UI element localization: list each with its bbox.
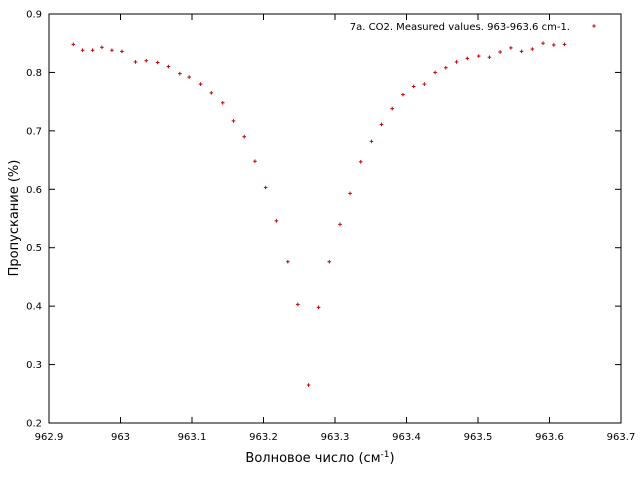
x-tick-label: 963 (111, 432, 130, 443)
data-point (187, 75, 191, 79)
data-point (562, 42, 567, 47)
x-tick-label: 963.1 (178, 432, 207, 443)
y-tick-label: 0.9 (26, 10, 42, 21)
data-point (465, 56, 470, 61)
data-point (476, 54, 481, 58)
data-point (487, 55, 492, 60)
data-point (348, 191, 352, 196)
x-tick-label: 963.2 (249, 432, 278, 443)
data-point (411, 84, 416, 89)
axis-ticks (48, 13, 622, 424)
legend: 7a. CO2. Measured values. 963-963.6 cm-1… (350, 22, 596, 33)
y-tick-label: 0.4 (26, 302, 42, 313)
data-point (166, 64, 171, 69)
data-point (379, 122, 384, 127)
data-point (358, 160, 363, 164)
axis-tick-labels: 962.9 963 963.1 963.2 963.3 963.4 963.5 963.6 96… (26, 10, 635, 444)
data-point (422, 82, 427, 86)
data-point (80, 48, 85, 53)
data-point (498, 50, 502, 54)
y-tick-label: 0.3 (26, 360, 42, 371)
data-point (110, 48, 114, 53)
x-tick-label: 963.3 (321, 432, 350, 443)
data-point (231, 119, 236, 123)
data-point (519, 49, 524, 54)
data-point (71, 42, 76, 47)
x-axis-label-superscript: -1 (381, 450, 390, 460)
data-point (454, 60, 459, 64)
data-point (509, 46, 513, 50)
data-point (133, 60, 138, 64)
y-tick-label: 0.6 (26, 185, 42, 196)
data-point (242, 134, 246, 139)
legend-marker-symbol (592, 24, 596, 28)
y-tick-label: 0.2 (26, 419, 42, 430)
legend-marker (592, 24, 596, 28)
data-points (71, 41, 567, 387)
legend-label: 7a. CO2. Measured values. 963-963.6 cm-1… (350, 22, 570, 33)
data-point (306, 383, 311, 387)
data-point (220, 101, 225, 105)
data-point (444, 65, 448, 70)
plot-frame (48, 13, 622, 424)
y-tick-label: 0.7 (26, 126, 42, 137)
x-tick-label: 963.7 (607, 432, 636, 443)
data-point (144, 58, 149, 63)
y-tick-label: 0.8 (26, 68, 42, 79)
x-tick-label: 962.9 (35, 432, 64, 443)
data-point (198, 82, 203, 86)
data-point (327, 259, 332, 264)
x-tick-label: 963.6 (535, 432, 564, 443)
data-point (263, 185, 268, 190)
data-point (433, 70, 437, 75)
x-axis-label-close: ) (389, 451, 394, 466)
x-tick-label: 963.5 (464, 432, 493, 443)
data-point (296, 302, 300, 307)
data-point (390, 106, 394, 111)
data-point (338, 222, 342, 227)
data-point (209, 91, 214, 95)
data-point (253, 159, 257, 164)
data-point (541, 41, 545, 46)
data-point (286, 259, 290, 264)
data-point (100, 45, 104, 50)
data-point (530, 47, 535, 51)
data-point (551, 43, 556, 47)
data-point (369, 139, 374, 144)
data-point (120, 49, 124, 54)
data-point (178, 71, 182, 76)
data-point (316, 305, 321, 310)
x-axis-label: Волновое число (см-1) (245, 450, 394, 466)
data-point (155, 60, 160, 65)
data-point (90, 48, 95, 53)
data-point (401, 92, 405, 97)
y-axis-label: Пропускание (%) (7, 160, 22, 277)
y-tick-label: 0.5 (26, 243, 42, 254)
data-point (274, 219, 279, 223)
x-tick-label: 963.4 (392, 432, 421, 443)
